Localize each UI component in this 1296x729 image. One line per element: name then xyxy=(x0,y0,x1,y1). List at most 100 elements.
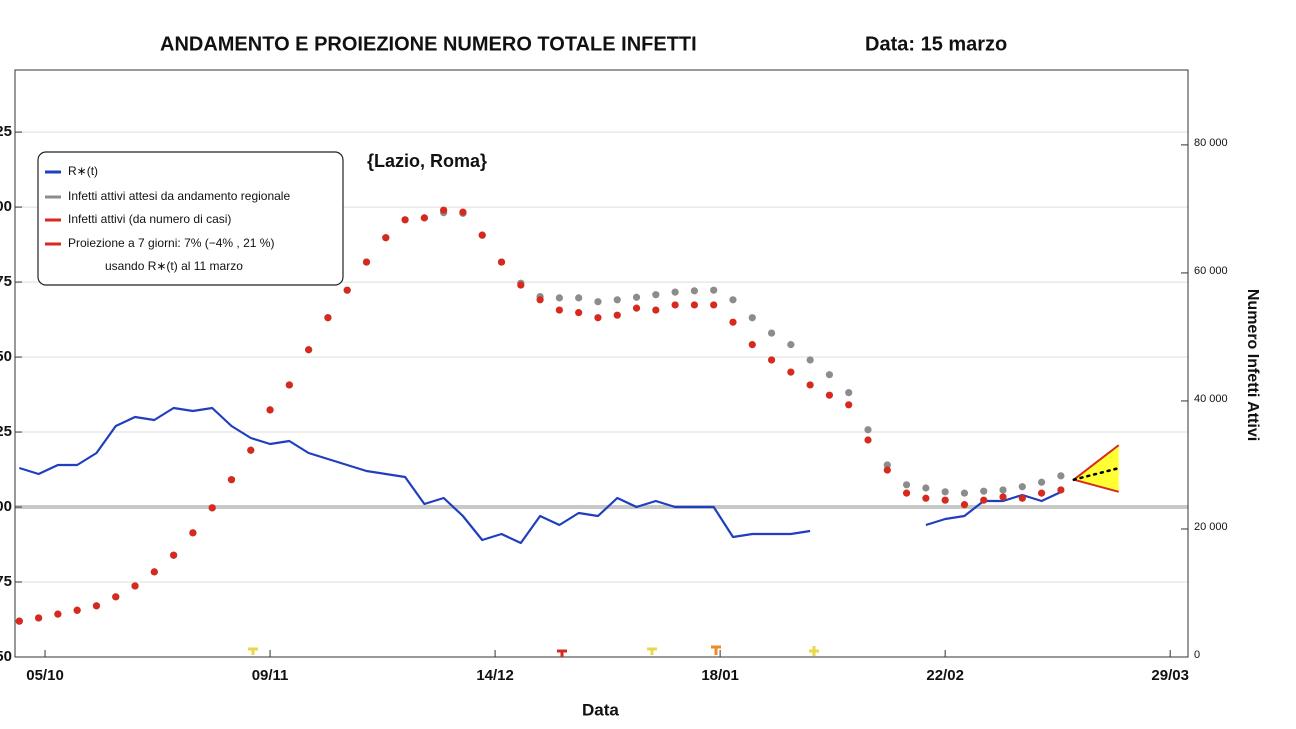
data-point xyxy=(517,281,525,289)
data-point xyxy=(922,494,930,502)
data-point xyxy=(671,301,679,309)
data-point xyxy=(710,301,718,309)
data-point xyxy=(343,286,351,294)
data-point xyxy=(999,486,1007,494)
y-tick-label: 1.50 xyxy=(0,348,12,365)
data-point xyxy=(767,329,776,337)
data-point xyxy=(1057,472,1065,480)
data-point xyxy=(1018,494,1026,502)
data-point xyxy=(671,288,679,296)
data-point xyxy=(459,208,467,216)
data-point xyxy=(112,593,120,601)
data-point xyxy=(806,381,814,389)
data-point xyxy=(1057,486,1065,494)
data-point xyxy=(34,614,43,622)
y2-tick-label: 60 000 xyxy=(1194,265,1228,277)
data-point xyxy=(92,602,101,610)
x-tick-label: 05/10 xyxy=(26,667,64,684)
chart-title: ANDAMENTO E PROIEZIONE NUMERO TOTALE INF… xyxy=(160,33,697,55)
data-point xyxy=(690,287,699,295)
data-point xyxy=(1038,489,1046,497)
data-point xyxy=(864,436,872,444)
projection-band xyxy=(1073,445,1119,492)
data-point xyxy=(189,529,197,537)
data-point xyxy=(767,356,776,364)
y-tick-label: 1.75 xyxy=(0,273,12,290)
event-marker xyxy=(557,649,567,657)
y-tick-label: 2.25 xyxy=(0,123,12,140)
data-point xyxy=(825,391,834,399)
data-point xyxy=(362,258,371,266)
data-point xyxy=(999,493,1007,501)
data-point xyxy=(1038,478,1046,486)
legend-label: R∗(t) xyxy=(68,164,98,178)
data-point xyxy=(170,551,178,559)
legend-label: Infetti attivi attesi da andamento regio… xyxy=(68,189,290,203)
y-tick-label: 0.50 xyxy=(0,648,12,665)
data-point xyxy=(941,496,949,504)
data-point xyxy=(883,461,891,469)
data-point xyxy=(594,298,602,306)
data-point xyxy=(960,501,969,509)
data-point xyxy=(131,582,139,590)
data-point xyxy=(787,341,795,349)
data-point xyxy=(575,294,583,302)
data-point xyxy=(845,389,853,397)
data-point xyxy=(845,401,853,409)
data-point xyxy=(401,216,409,224)
data-point xyxy=(382,234,390,242)
data-point xyxy=(324,314,332,322)
data-point xyxy=(594,314,602,322)
data-point xyxy=(497,258,506,266)
data-point xyxy=(902,481,911,489)
data-point xyxy=(15,617,23,625)
projection-center xyxy=(1072,466,1120,481)
x-tick-label: 18/01 xyxy=(701,667,739,684)
data-point xyxy=(208,504,216,512)
data-point xyxy=(922,484,930,492)
legend-label: usando R∗(t) al 11 marzo xyxy=(105,259,243,273)
x-tick-label: 14/12 xyxy=(476,667,514,684)
data-point xyxy=(690,301,699,309)
data-point xyxy=(420,214,428,222)
data-point xyxy=(285,381,293,389)
y-tick-label: 0.75 xyxy=(0,573,12,590)
data-point xyxy=(960,489,969,497)
data-point xyxy=(980,487,988,495)
data-point xyxy=(575,309,583,317)
projection-upper xyxy=(1073,444,1120,481)
data-point xyxy=(305,346,313,354)
data-point xyxy=(652,291,660,299)
data-point xyxy=(748,314,756,322)
y2-tick-label: 20 000 xyxy=(1194,521,1228,533)
event-marker xyxy=(248,647,258,655)
data-point xyxy=(710,286,718,294)
event-marker xyxy=(647,647,657,655)
data-point xyxy=(555,306,563,314)
data-point xyxy=(150,568,158,576)
data-point xyxy=(825,371,834,379)
annotation: {Lazio, Roma} xyxy=(367,151,487,171)
data-point xyxy=(632,304,641,312)
data-point xyxy=(440,206,448,214)
series-line xyxy=(18,406,1062,545)
legend-label: Proiezione a 7 giorni: 7% (−4% , 21 %) xyxy=(68,236,274,250)
data-point xyxy=(54,610,62,618)
chart-subtitle: Data: 15 marzo xyxy=(865,33,1007,55)
y2-tick-label: 40 000 xyxy=(1194,393,1228,405)
data-point xyxy=(73,606,81,614)
y-tick-label: 1.25 xyxy=(0,423,12,440)
y2-axis-label: Numero Infetti Attivi xyxy=(1244,289,1261,441)
projection-lower xyxy=(1073,478,1120,493)
x-tick-label: 09/11 xyxy=(252,667,289,684)
data-point xyxy=(613,311,621,319)
data-point xyxy=(787,368,795,376)
data-point xyxy=(247,446,255,454)
legend-label: Infetti attivi (da numero di casi) xyxy=(68,212,231,226)
event-marker xyxy=(711,645,721,655)
event-markers xyxy=(248,645,819,657)
legend-box xyxy=(37,151,344,286)
event-marker xyxy=(809,646,819,656)
data-point xyxy=(883,466,891,474)
data-point xyxy=(478,231,486,239)
